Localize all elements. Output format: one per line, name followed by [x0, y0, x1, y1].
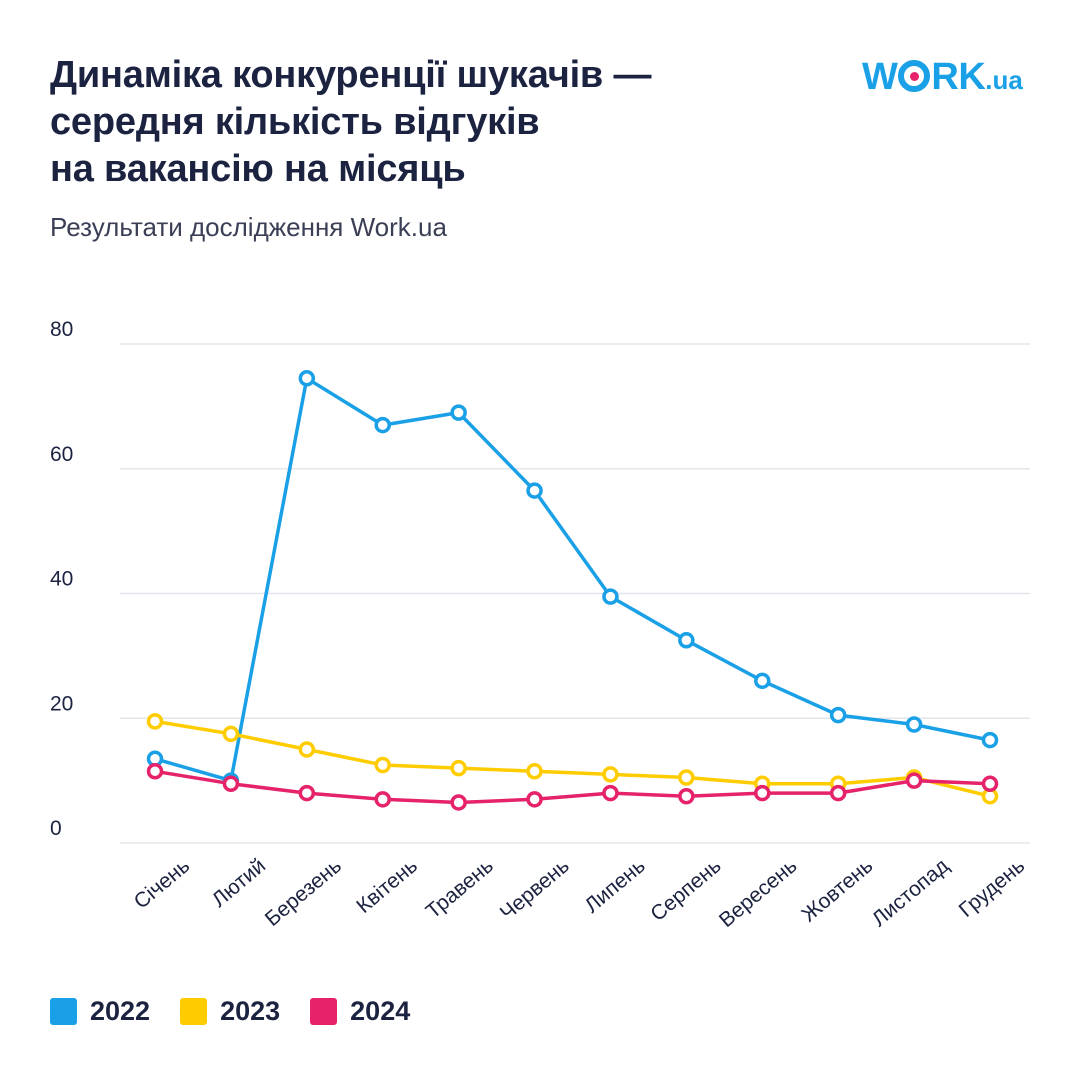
y-tick-label-40: 40 — [50, 568, 73, 591]
legend-swatch-2022 — [50, 998, 77, 1025]
legend-swatch-2024 — [310, 998, 338, 1025]
legend-item-2024: 2024 — [310, 996, 410, 1027]
data-point-2024 — [374, 791, 391, 808]
x-tick-label: Квітень — [352, 854, 422, 918]
data-point-2024 — [829, 784, 847, 802]
data-point-2022 — [374, 416, 391, 434]
title-line-3: на вакансію на місяць — [50, 148, 466, 190]
series-line-2022 — [153, 376, 992, 783]
legend-swatch-2023 — [180, 998, 208, 1025]
title-line-1: Динаміка конкуренції шукачів — — [50, 54, 652, 96]
data-point-2024 — [905, 772, 923, 789]
data-point-2023 — [222, 725, 240, 743]
work-ua-logo: W RK.ua — [862, 56, 1023, 99]
x-tick-label: Липень — [580, 854, 649, 917]
data-point-2023 — [374, 756, 391, 774]
subtitle: Результати дослідження Work.ua — [50, 212, 447, 242]
x-tick-label: Листопад — [868, 854, 954, 931]
y-tick-label-20: 20 — [50, 692, 73, 715]
legend: 2022 2023 2024 — [50, 996, 410, 1027]
data-point-2023 — [602, 766, 619, 783]
data-point-2023 — [298, 741, 316, 758]
data-point-2024 — [678, 787, 695, 805]
legend-item-2022: 2022 — [50, 996, 150, 1027]
data-point-2023 — [146, 713, 164, 730]
data-point-2024 — [298, 784, 316, 802]
data-point-2022 — [829, 706, 847, 724]
x-tick-label: Серпень — [646, 854, 725, 926]
legend-label-2023: 2023 — [220, 996, 281, 1026]
y-tick-label-80: 80 — [50, 318, 73, 341]
data-point-2024 — [981, 775, 999, 792]
data-point-2022 — [526, 482, 543, 499]
data-point-2024 — [450, 794, 467, 811]
x-tick-label: Березень — [261, 854, 346, 931]
y-tick-label-0: 0 — [50, 817, 62, 840]
page-title: Динаміка конкуренції шукачів — середня к… — [50, 52, 770, 193]
logo-o-dot-icon — [898, 60, 931, 92]
series-line-2023 — [153, 719, 992, 798]
data-point-2022 — [754, 672, 771, 690]
legend-label-2024: 2024 — [350, 996, 411, 1026]
logo-text-part2: RK — [931, 56, 986, 98]
series-line-2024 — [153, 769, 992, 805]
x-tick-label: Травень — [422, 854, 498, 923]
data-point-2024 — [602, 784, 619, 802]
data-point-2024 — [754, 784, 771, 802]
data-point-2024 — [222, 775, 240, 792]
data-point-2024 — [526, 791, 543, 808]
data-point-2022 — [678, 632, 695, 649]
x-tick-label: Лютий — [208, 854, 270, 912]
logo-text-part1: W — [862, 56, 898, 98]
data-point-2022 — [905, 716, 923, 733]
logo-suffix: .ua — [985, 65, 1023, 95]
data-point-2022 — [450, 404, 467, 421]
data-point-2024 — [146, 763, 164, 780]
x-tick-label: Жовтень — [797, 854, 877, 926]
legend-item-2023: 2023 — [180, 996, 280, 1027]
title-line-2: середня кількість відгуків — [50, 101, 540, 143]
data-point-2022 — [602, 588, 619, 605]
x-tick-label: Січень — [130, 854, 195, 913]
legend-label-2022: 2022 — [90, 996, 151, 1026]
x-tick-label: Грудень — [955, 854, 1030, 922]
data-point-2022 — [981, 731, 999, 749]
x-tick-label: Вересень — [715, 854, 802, 932]
data-point-2023 — [526, 763, 543, 780]
x-tick-label: Червень — [496, 854, 574, 925]
data-point-2022 — [298, 370, 316, 387]
y-tick-label-60: 60 — [50, 443, 73, 466]
data-point-2023 — [450, 759, 467, 777]
data-point-2023 — [678, 769, 695, 786]
